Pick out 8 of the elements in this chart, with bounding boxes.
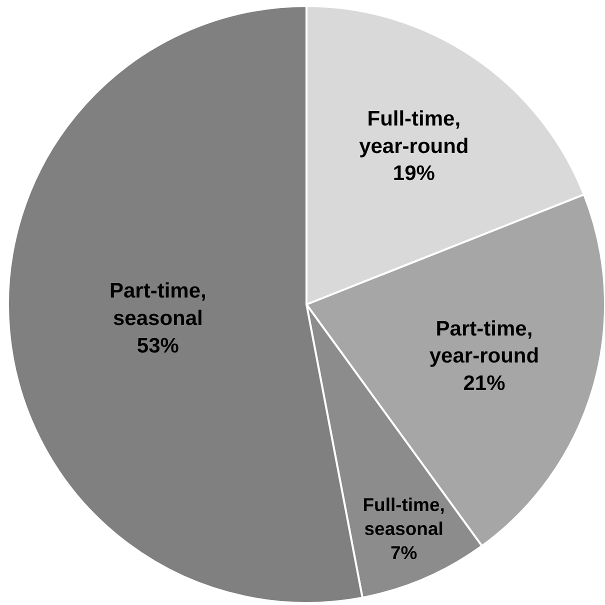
slice-label: Full-time, year-round	[359, 108, 469, 158]
data-label: 53%	[136, 334, 180, 358]
slice-label: Full-time, seasonal	[362, 494, 445, 540]
data-label: 7%	[390, 542, 418, 564]
data-label: 19%	[392, 162, 436, 186]
slice-label: Part-time, year-round	[429, 317, 540, 368]
slice-label: Part-time, seasonal	[109, 280, 206, 330]
data-label: 21%	[463, 372, 506, 395]
